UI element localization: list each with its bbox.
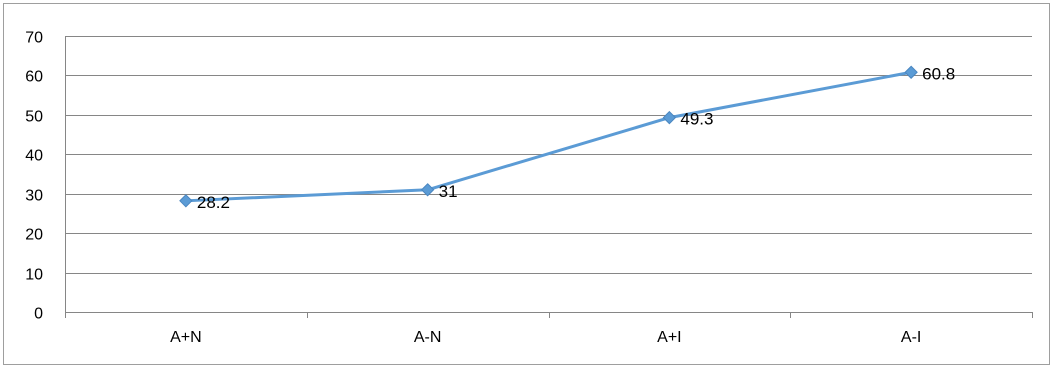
data-point-A+I (662, 110, 677, 125)
y-tick-labels: 0 10 20 30 40 50 60 70 (25, 30, 43, 323)
y-tick-label-40: 40 (25, 148, 43, 165)
series-line-0 (185, 70, 912, 203)
y-tick-label-10: 10 (25, 267, 43, 284)
gridlines (65, 36, 1032, 274)
data-label-A-N: 31 (439, 182, 458, 201)
data-point-A-N (420, 183, 435, 197)
series-markers (179, 65, 918, 208)
series-line (185, 70, 912, 203)
data-label-A+N: 28.2 (197, 193, 230, 212)
data-point-A-I (904, 65, 918, 79)
x-tick-label-A+N: A+N (170, 329, 202, 346)
data-point-A+N (179, 194, 193, 208)
y-tick-label-50: 50 (25, 109, 43, 126)
x-tick-label-A-N: A-N (414, 329, 442, 346)
y-tick-label-20: 20 (25, 227, 43, 244)
y-tick-label-30: 30 (25, 188, 43, 205)
chart-frame (3, 3, 1050, 365)
x-tick-labels: A+N A-N A+I A-I (170, 329, 921, 346)
data-labels: 28.2 31 49.3 60.8 (197, 64, 955, 212)
x-tick-label-A-I: A-I (901, 329, 921, 346)
y-tick-label-0: 0 (34, 306, 43, 323)
data-label-A+I: 49.3 (680, 110, 713, 129)
x-tick-label-A+I: A+I (657, 329, 681, 346)
axes (65, 36, 1033, 318)
y-tick-label-70: 70 (25, 30, 43, 47)
y-tick-label-60: 60 (25, 69, 43, 86)
data-label-A-I: 60.8 (922, 64, 955, 83)
